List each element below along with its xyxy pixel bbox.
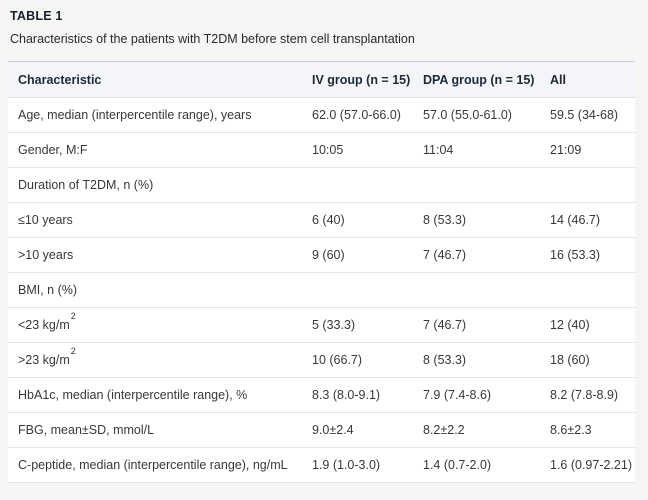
table-row: FBG, mean±SD, mmol/L 9.0±2.4 8.2±2.2 8.6±2.… [8,412,635,448]
column-header-dpa-group: DPA group (n = 15) [423,73,535,87]
cell-dpa-group: 7.9 (7.4-8.6) [423,388,492,402]
cell-dpa-group: 8 (53.3) [423,213,467,227]
table-header-row: Characteristic IV group (n = 15) DPA gro… [8,61,635,98]
column-header-all: All [550,73,566,87]
column-header-iv-group: IV group (n = 15) [312,73,411,87]
cell-dpa-group: 7 (46.7) [423,248,467,262]
table-row: Age, median (interpercentile range), yea… [8,97,635,133]
table-row: <23 kg/m2 5 (33.3) 7 (46.7) 12 (40) [8,307,635,343]
table-row: >23 kg/m2 10 (66.7) 8 (53.3) 18 (60) [8,342,635,378]
cell-characteristic: ≤10 years [18,213,73,227]
cell-iv-group: 5 (33.3) [312,318,356,332]
column-header-characteristic: Characteristic [18,73,102,87]
cell-all: 1.6 (0.97-2.21) [550,458,632,472]
cell-iv-group: 10 (66.7) [312,353,363,367]
cell-dpa-group: 57.0 (55.0-61.0) [423,108,512,122]
cell-characteristic: <23 kg/m2 [18,310,76,332]
cell-all: 8.6±2.3 [550,423,592,437]
cell-iv-group [302,273,413,308]
cell-iv-group: 1.9 (1.0-3.0) [312,458,381,472]
cell-dpa-group [413,273,540,308]
cell-dpa-group: 7 (46.7) [423,318,467,332]
table-body: Age, median (interpercentile range), yea… [8,97,635,483]
cell-all: 59.5 (34-68) [550,108,619,122]
table-row: >10 years 9 (60) 7 (46.7) 16 (53.3) [8,237,635,273]
superscript: 2 [70,310,76,321]
cell-characteristic: BMI, n (%) [18,283,78,297]
cell-dpa-group: 8.2±2.2 [423,423,465,437]
cell-characteristic: FBG, mean±SD, mmol/L [18,423,155,437]
cell-dpa-group: 1.4 (0.7-2.0) [423,458,492,472]
cell-all [540,168,635,203]
cell-iv-group: 62.0 (57.0-66.0) [312,108,401,122]
table-row: HbA1c, median (interpercentile range), %… [8,377,635,413]
cell-all: 16 (53.3) [550,248,601,262]
cell-iv-group [302,168,413,203]
superscript: 2 [70,345,76,356]
cell-all: 14 (46.7) [550,213,601,227]
cell-all: 12 (40) [550,318,590,332]
cell-iv-group: 9 (60) [312,248,345,262]
cell-characteristic: >10 years [18,248,74,262]
cell-dpa-group [413,168,540,203]
cell-iv-group: 10:05 [312,143,344,157]
table-label: TABLE 1 [10,9,63,23]
characteristics-table: Characteristic IV group (n = 15) DPA gro… [8,61,635,483]
cell-characteristic: Duration of T2DM, n (%) [18,178,154,192]
table-row: BMI, n (%) [8,272,635,308]
cell-dpa-group: 11:04 [423,143,454,157]
cell-characteristic: Age, median (interpercentile range), yea… [18,108,252,122]
table-row: Duration of T2DM, n (%) [8,167,635,203]
cell-characteristic: Gender, M:F [18,143,88,157]
cell-dpa-group: 8 (53.3) [423,353,467,367]
cell-iv-group: 9.0±2.4 [312,423,354,437]
cell-characteristic: C-peptide, median (interpercentile range… [18,458,288,472]
cell-characteristic: >23 kg/m2 [18,345,76,367]
cell-iv-group: 8.3 (8.0-9.1) [312,388,381,402]
table-caption: Characteristics of the patients with T2D… [10,32,415,46]
table-row: Gender, M:F 10:05 11:04 21:09 [8,132,635,168]
cell-all [540,273,635,308]
table-block: TABLE 1 Characteristics of the patients … [8,9,635,483]
cell-all: 21:09 [550,143,582,157]
cell-all: 18 (60) [550,353,590,367]
table-row: C-peptide, median (interpercentile range… [8,447,635,483]
table-header: Characteristic IV group (n = 15) DPA gro… [8,61,635,98]
cell-characteristic: HbA1c, median (interpercentile range), % [18,388,248,402]
cell-all: 8.2 (7.8-8.9) [550,388,619,402]
table-row: ≤10 years 6 (40) 8 (53.3) 14 (46.7) [8,202,635,238]
cell-iv-group: 6 (40) [312,213,345,227]
